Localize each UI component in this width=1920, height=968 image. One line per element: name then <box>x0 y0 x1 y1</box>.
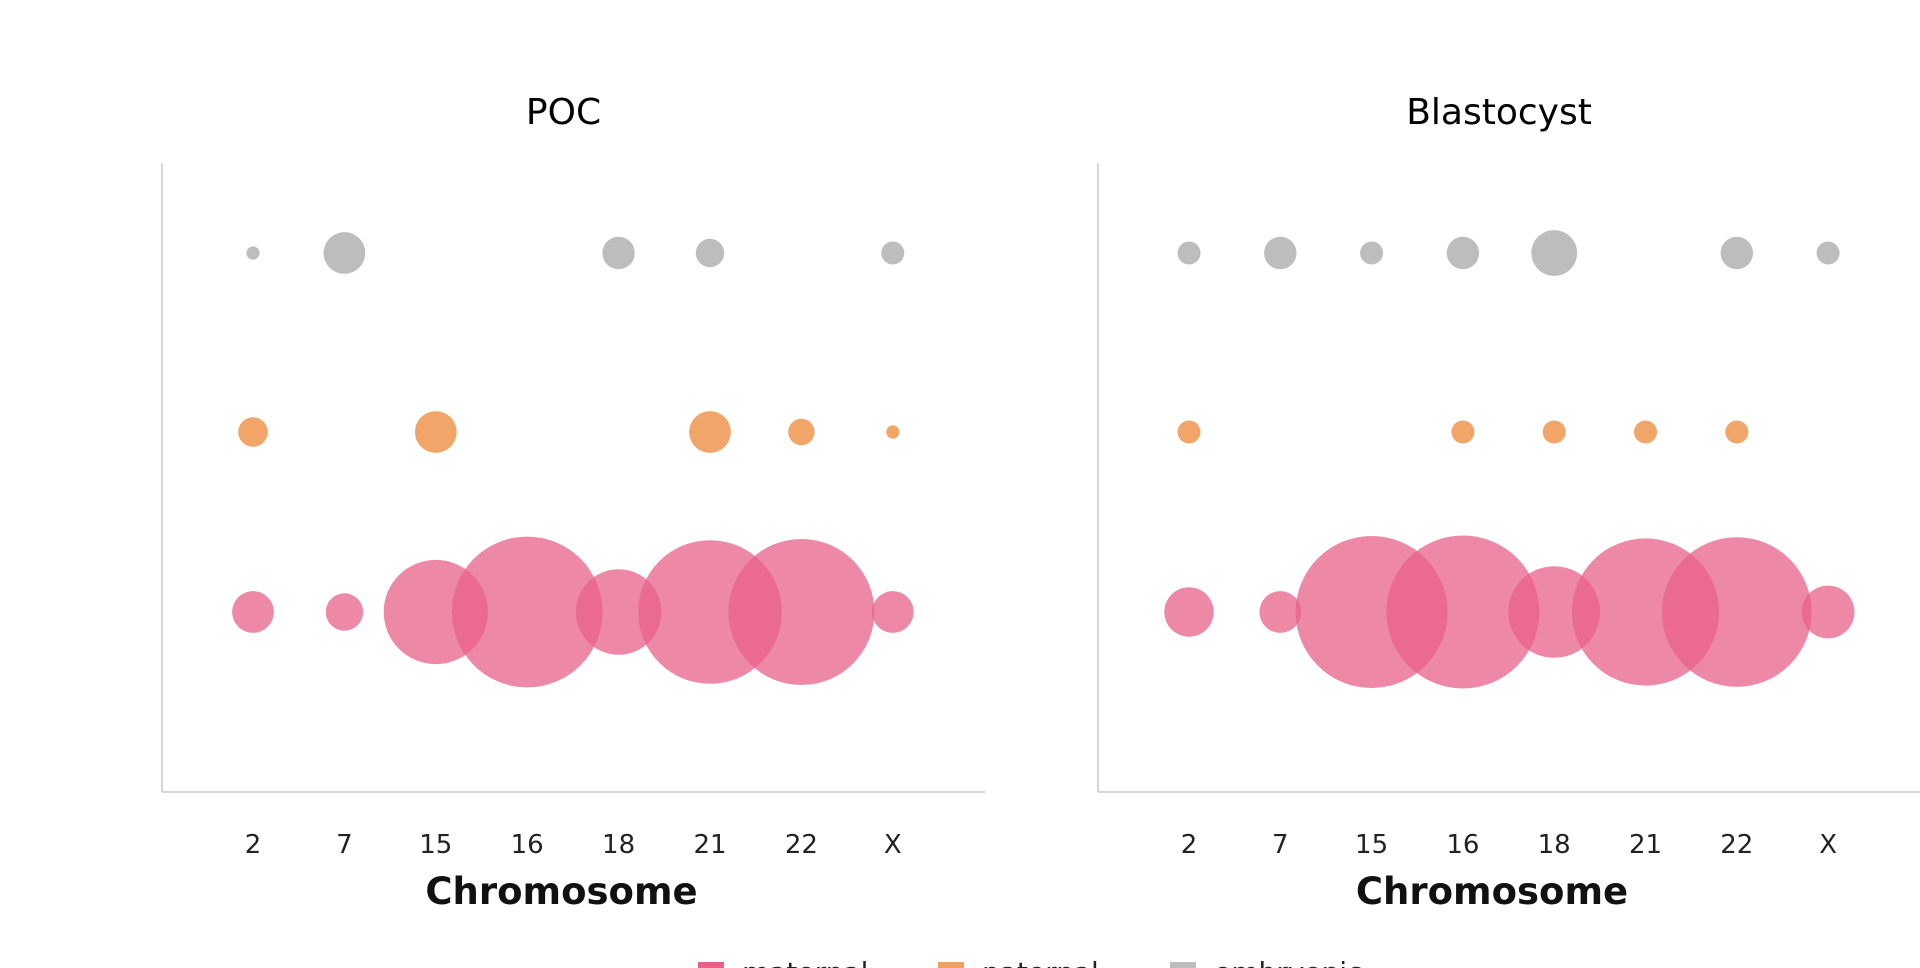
series-paternal <box>1177 420 1749 444</box>
x-tick-label: X <box>884 830 902 860</box>
x-tick-label: 16 <box>1446 830 1479 860</box>
bubble-paternal-chr-2 <box>238 417 268 447</box>
bubble-paternal-chr-22 <box>788 418 815 446</box>
bubble-paternal-chr-2 <box>1177 420 1201 444</box>
x-tick-label: 7 <box>1272 830 1289 860</box>
bubble-embryonic-chr-21 <box>695 238 725 268</box>
bubble-embryonic-chr-18 <box>1531 230 1578 276</box>
bubble-embryonic-chr-X <box>1816 241 1840 265</box>
bubble-paternal-chr-21 <box>1634 420 1657 444</box>
bubble-maternal-chr-7 <box>325 593 364 631</box>
x-tick-label: 22 <box>1720 830 1753 860</box>
x-axis-title: Chromosome <box>1356 870 1628 913</box>
legend-swatch <box>938 962 964 968</box>
bubble-paternal-chr-15 <box>414 411 457 453</box>
x-tick-label: 15 <box>1355 830 1388 860</box>
chart-title: Blastocyst <box>1406 92 1592 133</box>
x-axis-title: Chromosome <box>425 870 697 913</box>
bubble-maternal-chr-7 <box>1259 591 1302 633</box>
series-maternal <box>1164 535 1855 689</box>
bubble-paternal-chr-21 <box>689 411 731 453</box>
legend-item-embryonic: embryonic <box>1170 956 1362 968</box>
x-tick-label: 18 <box>602 830 635 860</box>
bubble-paternal-chr-X <box>886 425 900 439</box>
bubble-maternal-chr-18 <box>575 569 662 655</box>
bubble-embryonic-chr-7 <box>1264 236 1297 270</box>
series-paternal <box>238 411 900 453</box>
x-tick-label: 21 <box>693 830 726 860</box>
x-tick-label: 21 <box>1629 830 1662 860</box>
bubble-embryonic-chr-2 <box>1177 241 1201 265</box>
x-tick-label: 22 <box>785 830 818 860</box>
chart-panel-poc: POC 2 7 15 16 18 21 22 X Chromosome <box>161 92 985 913</box>
legend-swatch <box>698 962 724 968</box>
bubble-maternal-chr-22 <box>1662 537 1812 687</box>
x-tick-label: X <box>1819 830 1837 860</box>
legend: maternal paternal embryonic <box>698 956 1362 968</box>
bubble-embryonic-chr-22 <box>1720 236 1754 270</box>
series-embryonic <box>1177 230 1840 276</box>
legend-item-maternal: maternal <box>698 956 868 968</box>
bubble-maternal-chr-X <box>871 591 914 633</box>
bubble-embryonic-chr-18 <box>602 236 635 270</box>
bubble-paternal-chr-22 <box>1725 420 1749 444</box>
bubble-maternal-chr-2 <box>1164 587 1214 637</box>
legend-label: embryonic <box>1214 956 1362 968</box>
bubble-maternal-chr-22 <box>728 539 875 685</box>
series-maternal <box>232 536 914 688</box>
x-tick-label: 2 <box>1181 830 1198 860</box>
bubble-maternal-chr-X <box>1801 585 1855 639</box>
bubble-maternal-chr-2 <box>232 591 274 633</box>
x-tick-label: 16 <box>511 830 544 860</box>
bubble-embryonic-chr-7 <box>323 232 366 274</box>
legend-swatch <box>1170 962 1196 968</box>
x-tick-label: 15 <box>419 830 452 860</box>
bubble-maternal-chr-16 <box>1386 535 1540 689</box>
bubble-embryonic-chr-X <box>881 241 905 265</box>
legend-item-paternal: paternal <box>938 956 1099 968</box>
legend-label: paternal <box>982 956 1099 968</box>
bubble-embryonic-chr-15 <box>1360 241 1384 265</box>
bubble-embryonic-chr-16 <box>1446 236 1480 270</box>
chart-title: POC <box>526 92 601 133</box>
bubble-maternal-chr-16 <box>451 536 603 688</box>
series-embryonic <box>246 232 905 274</box>
bubble-embryonic-chr-2 <box>246 246 260 260</box>
bubble-paternal-chr-18 <box>1542 420 1566 444</box>
bubble-paternal-chr-16 <box>1451 420 1475 444</box>
x-tick-label: 7 <box>336 830 353 860</box>
chart-panel-blastocyst: Blastocyst 2 7 15 16 18 21 22 X Chromosome <box>1097 92 1920 913</box>
x-tick-label: 18 <box>1538 830 1571 860</box>
legend-label: maternal <box>742 956 868 968</box>
x-tick-label: 2 <box>245 830 262 860</box>
